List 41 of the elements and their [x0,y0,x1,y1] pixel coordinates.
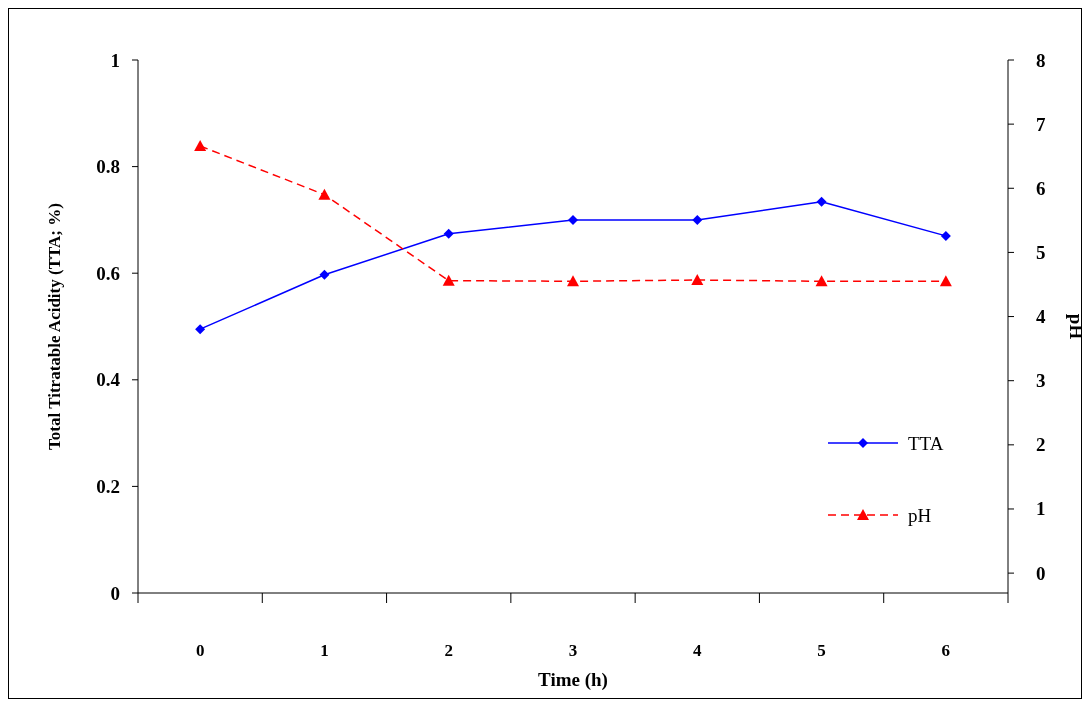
y2-tick-label: 7 [1036,113,1046,135]
legend-label: TTA [908,432,944,454]
y-tick-label: 1 [110,49,120,71]
y-tick-label: 0 [110,582,120,604]
x-tick-label: 5 [817,641,826,660]
point [691,274,704,285]
point [567,275,579,287]
y2-tick-label: 0 [1036,562,1046,584]
x-tick-label: 2 [444,641,453,660]
point [442,274,455,286]
y-tick-label: 0.2 [96,475,120,497]
point [319,269,330,280]
point [194,139,207,151]
y-axis-title: Total Titratable Acidity (TTA; %) [45,203,64,450]
point [568,214,578,225]
x-tick-label: 4 [693,641,703,660]
y-tick-label: 0.6 [96,262,120,284]
point [318,188,331,200]
point [195,324,206,335]
point [692,214,703,225]
y2-tick-label: 2 [1036,434,1046,456]
y-tick-label: 0.4 [96,369,121,391]
x-axis-title: Time (h) [538,669,608,691]
point [443,228,454,239]
legend-label: pH [908,504,932,526]
x-tick-label: 3 [568,641,578,660]
point [815,275,828,287]
y2-tick-label: 1 [1036,498,1046,520]
y2-tick-label: 6 [1036,177,1046,199]
x-tick-label: 1 [320,641,329,660]
x-tick-label: 0 [195,641,205,660]
y2-axis-title: pH [1066,313,1087,340]
y2-tick-label: 8 [1036,49,1046,71]
point [940,230,951,241]
y2-tick-label: 3 [1036,370,1046,392]
x-tick-label: 6 [941,641,951,660]
point [816,196,827,207]
point [939,275,952,287]
y2-tick-label: 4 [1036,306,1046,328]
y-tick-label: 0.8 [96,156,120,178]
y2-tick-label: 5 [1036,241,1046,263]
